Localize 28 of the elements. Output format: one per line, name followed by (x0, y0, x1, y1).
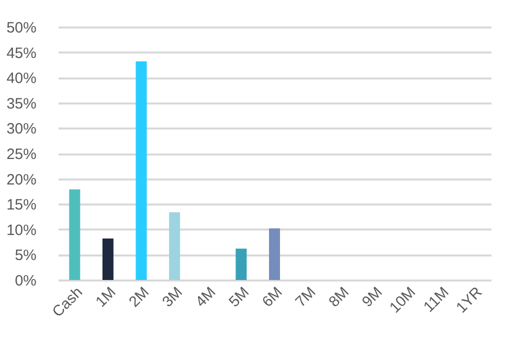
bar (169, 212, 180, 280)
x-tick-label: 1YR (453, 284, 486, 316)
x-tick-label: 1M (92, 284, 120, 311)
x-tick-label: 4M (192, 284, 220, 311)
y-tick-label: 15% (6, 196, 36, 214)
bar (136, 61, 147, 280)
y-tick-label: 40% (6, 70, 36, 88)
x-tick-label: 11M (420, 284, 452, 316)
x-tick-label: 3M (159, 284, 186, 311)
y-tick-label: 20% (6, 171, 36, 188)
bar (102, 238, 114, 280)
bar (269, 228, 280, 280)
x-tick-label: 6M (259, 284, 286, 311)
y-tick-label: 0% (14, 272, 36, 290)
x-tick-label: 5M (226, 284, 253, 311)
x-tick-label: 8M (326, 284, 352, 311)
y-tick-label: 10% (6, 222, 36, 239)
y-tick-label: 50% (6, 20, 36, 36)
y-tick-label: 30% (6, 120, 36, 138)
bar (69, 189, 80, 280)
x-tick-label: 9M (358, 284, 386, 311)
x-tick-label: 2M (126, 284, 153, 311)
y-tick-label: 5% (14, 247, 36, 264)
y-tick-label: 25% (6, 146, 36, 163)
y-tick-label: 45% (6, 44, 36, 62)
bar (236, 248, 247, 280)
y-tick-label: 35% (6, 95, 36, 112)
x-tick-label: 7M (292, 284, 320, 311)
